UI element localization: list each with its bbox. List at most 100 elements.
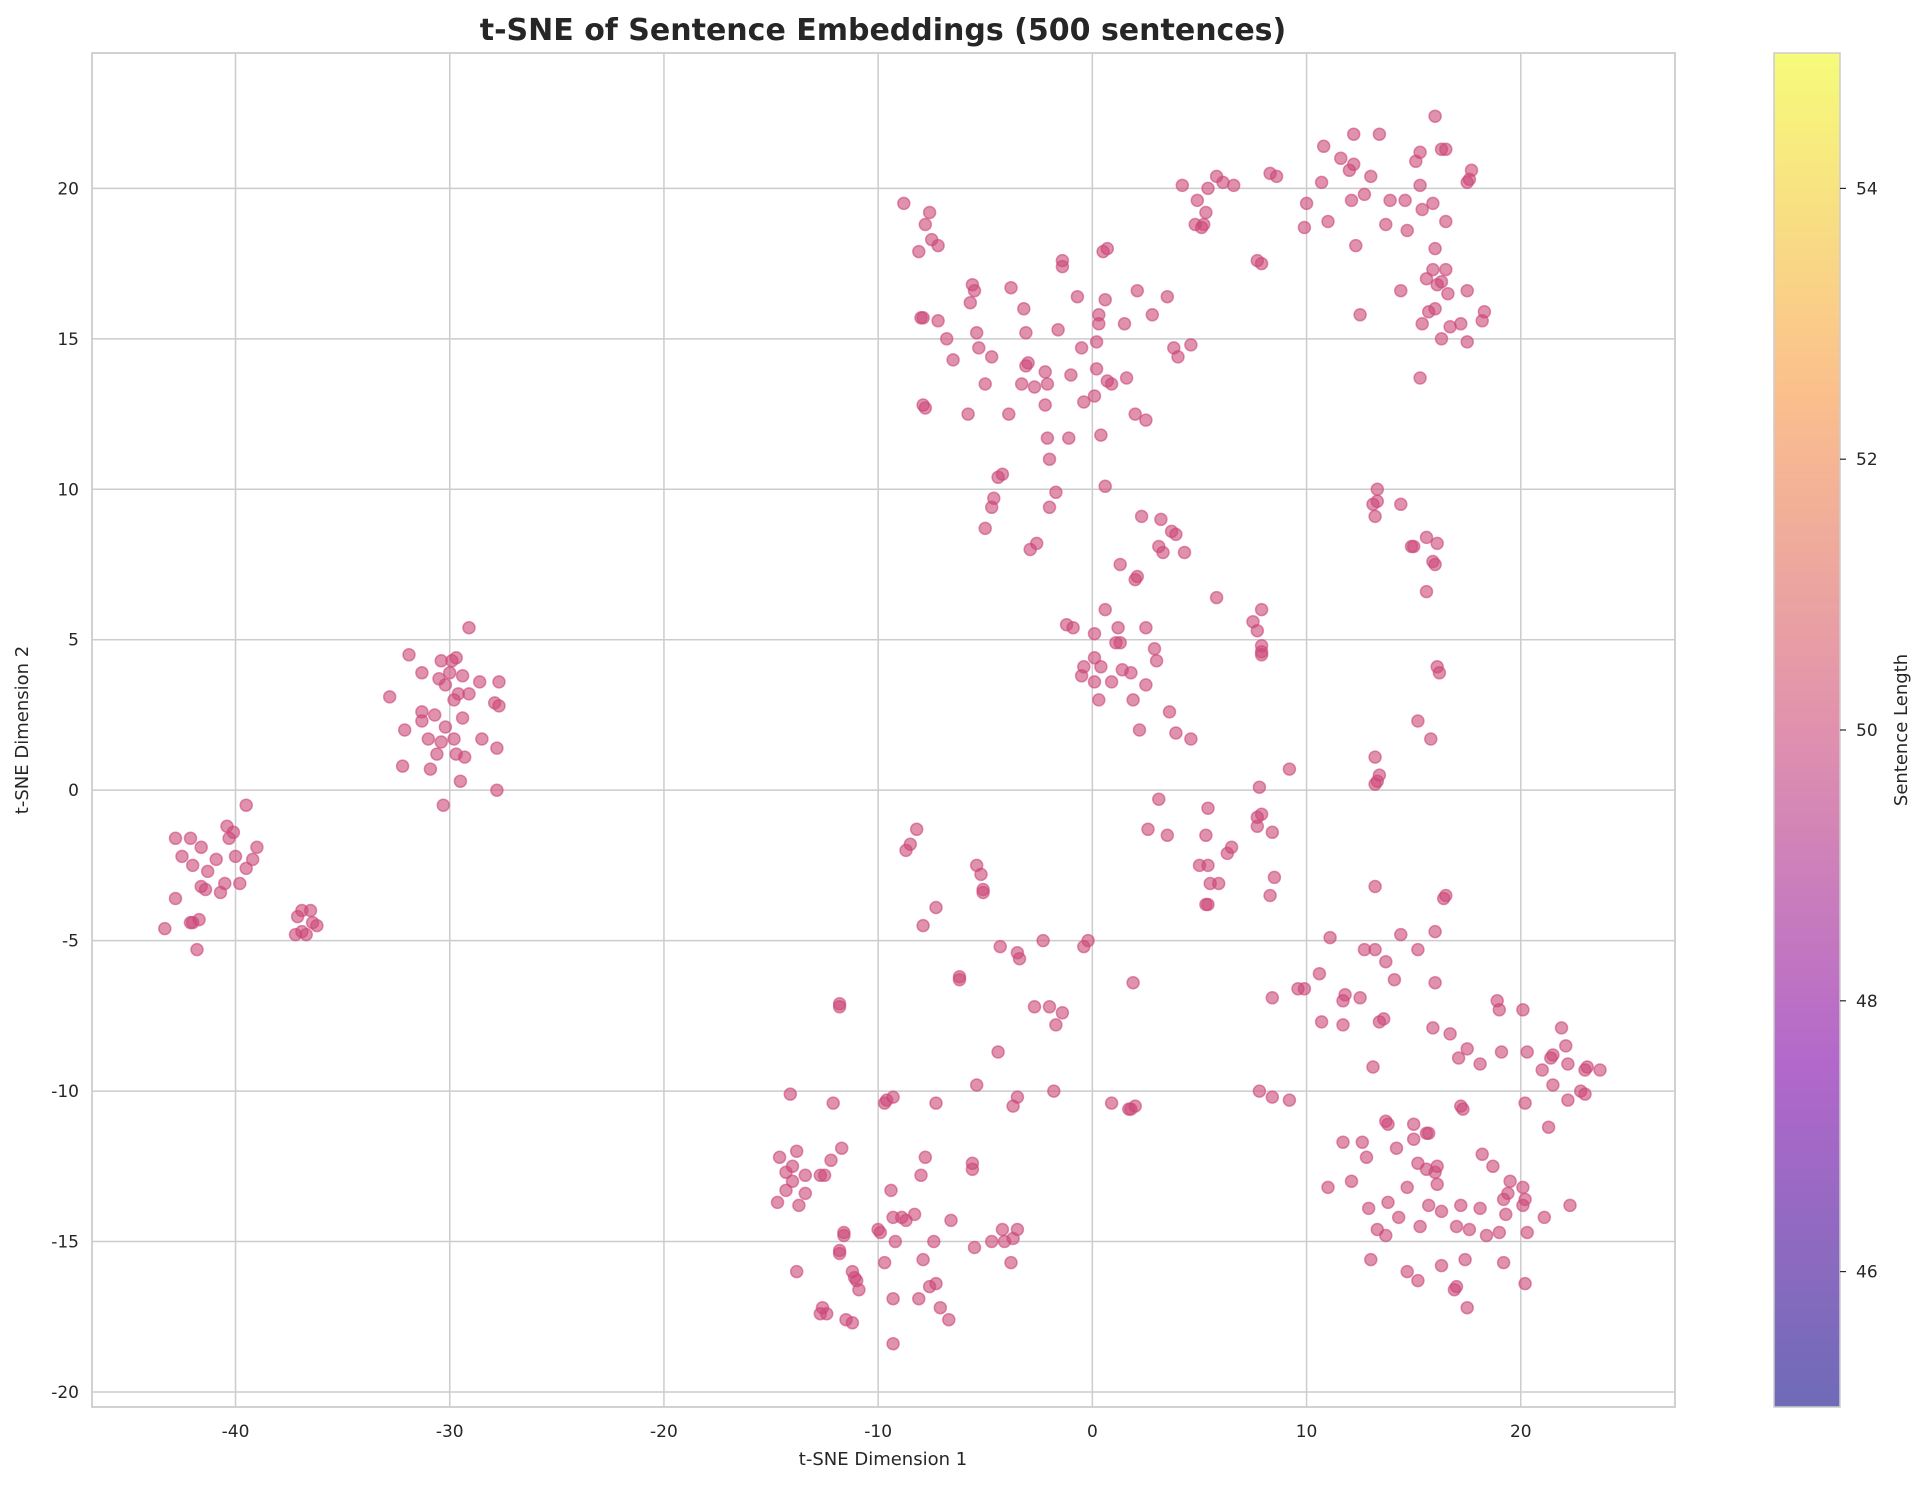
data-point [1400, 1180, 1414, 1195]
data-point [1027, 380, 1042, 394]
data-point [1145, 308, 1160, 322]
data-point [1496, 1255, 1511, 1270]
data-point [991, 470, 1005, 485]
data-point [884, 1183, 898, 1198]
data-point [779, 1183, 793, 1198]
colorbar-tick-label: 52 [1856, 450, 1878, 470]
data-point [168, 891, 183, 906]
data-point [239, 861, 253, 876]
data-point [175, 849, 189, 864]
data-point [447, 732, 461, 746]
data-point [1460, 1042, 1474, 1056]
data-point [1561, 1057, 1575, 1071]
data-point [1297, 220, 1312, 235]
data-point [1321, 214, 1335, 229]
data-point [1413, 145, 1427, 160]
data-point [1376, 1012, 1391, 1026]
data-point [1460, 283, 1474, 298]
data-point [185, 915, 200, 930]
data-point [871, 1222, 885, 1237]
data-point [1154, 512, 1168, 527]
data-point [944, 1213, 958, 1228]
data-point [1492, 1225, 1507, 1240]
data-point [1344, 193, 1359, 208]
data-point [929, 1096, 943, 1110]
data-point [1364, 1252, 1378, 1267]
x-tick-label: 0 [1087, 1422, 1098, 1442]
data-point [1518, 1192, 1532, 1207]
data-point [1265, 991, 1280, 1005]
colorbar: 46 48 50 52 54 Sentence Length [1773, 52, 1912, 1408]
data-point [250, 840, 264, 855]
data-point [1087, 675, 1102, 689]
data-point [1443, 1027, 1457, 1041]
data-point [190, 942, 204, 957]
data-point [817, 1168, 832, 1183]
data-point [1381, 1117, 1395, 1131]
data-point [783, 1087, 798, 1101]
data-point [1439, 214, 1453, 229]
data-point [1415, 317, 1429, 331]
data-point [1460, 175, 1474, 190]
data-point [1211, 876, 1226, 891]
data-point [1366, 1060, 1380, 1074]
data-point [449, 651, 463, 665]
data-point [1042, 452, 1057, 466]
data-point [490, 741, 504, 755]
data-point [1400, 223, 1414, 238]
data-point [984, 350, 999, 364]
data-point [984, 1234, 999, 1249]
data-point [1426, 196, 1440, 211]
data-point [1199, 897, 1213, 912]
data-point [1104, 1096, 1119, 1110]
x-tick-label: -40 [222, 1422, 250, 1442]
data-point [1074, 669, 1089, 683]
data-point [1184, 732, 1198, 746]
data-point [1364, 169, 1378, 184]
data-point [228, 849, 243, 864]
y-tick-label: 5 [68, 631, 79, 651]
data-point [1038, 398, 1052, 412]
data-point [1006, 1099, 1020, 1113]
data-point [995, 1222, 1010, 1237]
data-point [1055, 1006, 1070, 1020]
data-point [1098, 479, 1112, 494]
data-point [1541, 1120, 1556, 1134]
data-point [1434, 1204, 1449, 1219]
data-point [1254, 807, 1269, 821]
data-point [1426, 1021, 1440, 1035]
data-point [1156, 545, 1170, 560]
data-point [382, 690, 397, 704]
data-point [1428, 975, 1442, 990]
data-point [492, 675, 506, 689]
data-point [1282, 762, 1297, 776]
data-point [1038, 365, 1052, 379]
colorbar-tick-label: 50 [1856, 721, 1878, 741]
data-point [1336, 1018, 1350, 1032]
data-point [1087, 389, 1102, 403]
data-point [1430, 277, 1444, 292]
data-point [916, 311, 930, 325]
data-point [1089, 362, 1104, 376]
x-tick-label: 10 [1296, 1422, 1318, 1442]
scatter-points [158, 109, 1607, 1351]
data-point [1460, 335, 1474, 349]
data-point [438, 720, 453, 734]
data-point [969, 326, 984, 340]
data-point [1447, 1282, 1462, 1297]
y-tick-label: 10 [57, 480, 79, 500]
y-tick-label: -10 [51, 1082, 79, 1102]
data-point [1201, 181, 1215, 196]
data-point [845, 1316, 860, 1330]
data-point [1004, 280, 1018, 295]
data-point [442, 666, 457, 680]
data-point [1117, 317, 1132, 331]
x-tick-label: -20 [650, 1422, 678, 1442]
y-tick-label: -20 [51, 1383, 79, 1403]
data-point [918, 401, 933, 415]
data-point [1077, 939, 1091, 954]
data-point [395, 759, 410, 773]
data-point [877, 1255, 892, 1270]
data-point [1282, 1093, 1297, 1107]
data-point [427, 708, 442, 722]
